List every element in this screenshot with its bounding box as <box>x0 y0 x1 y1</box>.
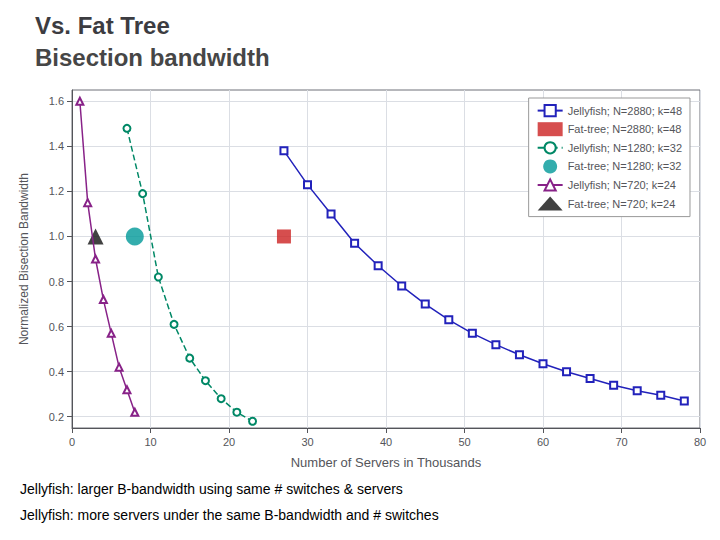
svg-text:Fat-tree; N=1280; k=32: Fat-tree; N=1280; k=32 <box>568 160 682 172</box>
svg-text:Jellyfish; N=720; k=24: Jellyfish; N=720; k=24 <box>568 179 676 191</box>
svg-text:0.4: 0.4 <box>49 366 64 378</box>
svg-text:40: 40 <box>380 436 392 448</box>
svg-text:10: 10 <box>144 436 156 448</box>
svg-text:Jellyfish: larger B-bandwidth: Jellyfish: larger B-bandwidth using same… <box>20 481 403 497</box>
svg-text:Vs. Fat Tree: Vs. Fat Tree <box>35 12 170 39</box>
svg-text:Number of Servers in Thousands: Number of Servers in Thousands <box>291 455 482 470</box>
svg-text:Fat-tree; N=2880; k=48: Fat-tree; N=2880; k=48 <box>568 123 682 135</box>
svg-text:1.2: 1.2 <box>49 185 64 197</box>
svg-text:0: 0 <box>69 436 75 448</box>
svg-text:0.2: 0.2 <box>49 411 64 423</box>
svg-text:Jellyfish; N=2880; k=48: Jellyfish; N=2880; k=48 <box>568 105 682 117</box>
svg-text:50: 50 <box>458 436 470 448</box>
svg-text:1.0: 1.0 <box>49 230 64 242</box>
svg-text:Bisection bandwidth: Bisection bandwidth <box>35 44 270 71</box>
svg-text:70: 70 <box>615 436 627 448</box>
svg-text:Normalized Bisection Bandwidth: Normalized Bisection Bandwidth <box>17 173 31 345</box>
svg-text:80: 80 <box>694 436 706 448</box>
svg-text:0.8: 0.8 <box>49 276 64 288</box>
svg-text:20: 20 <box>223 436 235 448</box>
svg-text:Fat-tree; N=720; k=24: Fat-tree; N=720; k=24 <box>568 198 676 210</box>
svg-text:60: 60 <box>537 436 549 448</box>
svg-text:0.6: 0.6 <box>49 321 64 333</box>
svg-text:1.6: 1.6 <box>49 95 64 107</box>
svg-text:1.4: 1.4 <box>49 140 64 152</box>
svg-text:Jellyfish; N=1280; k=32: Jellyfish; N=1280; k=32 <box>568 142 682 154</box>
svg-text:30: 30 <box>301 436 313 448</box>
svg-text:Jellyfish: more servers under: Jellyfish: more servers under the same B… <box>20 507 439 523</box>
